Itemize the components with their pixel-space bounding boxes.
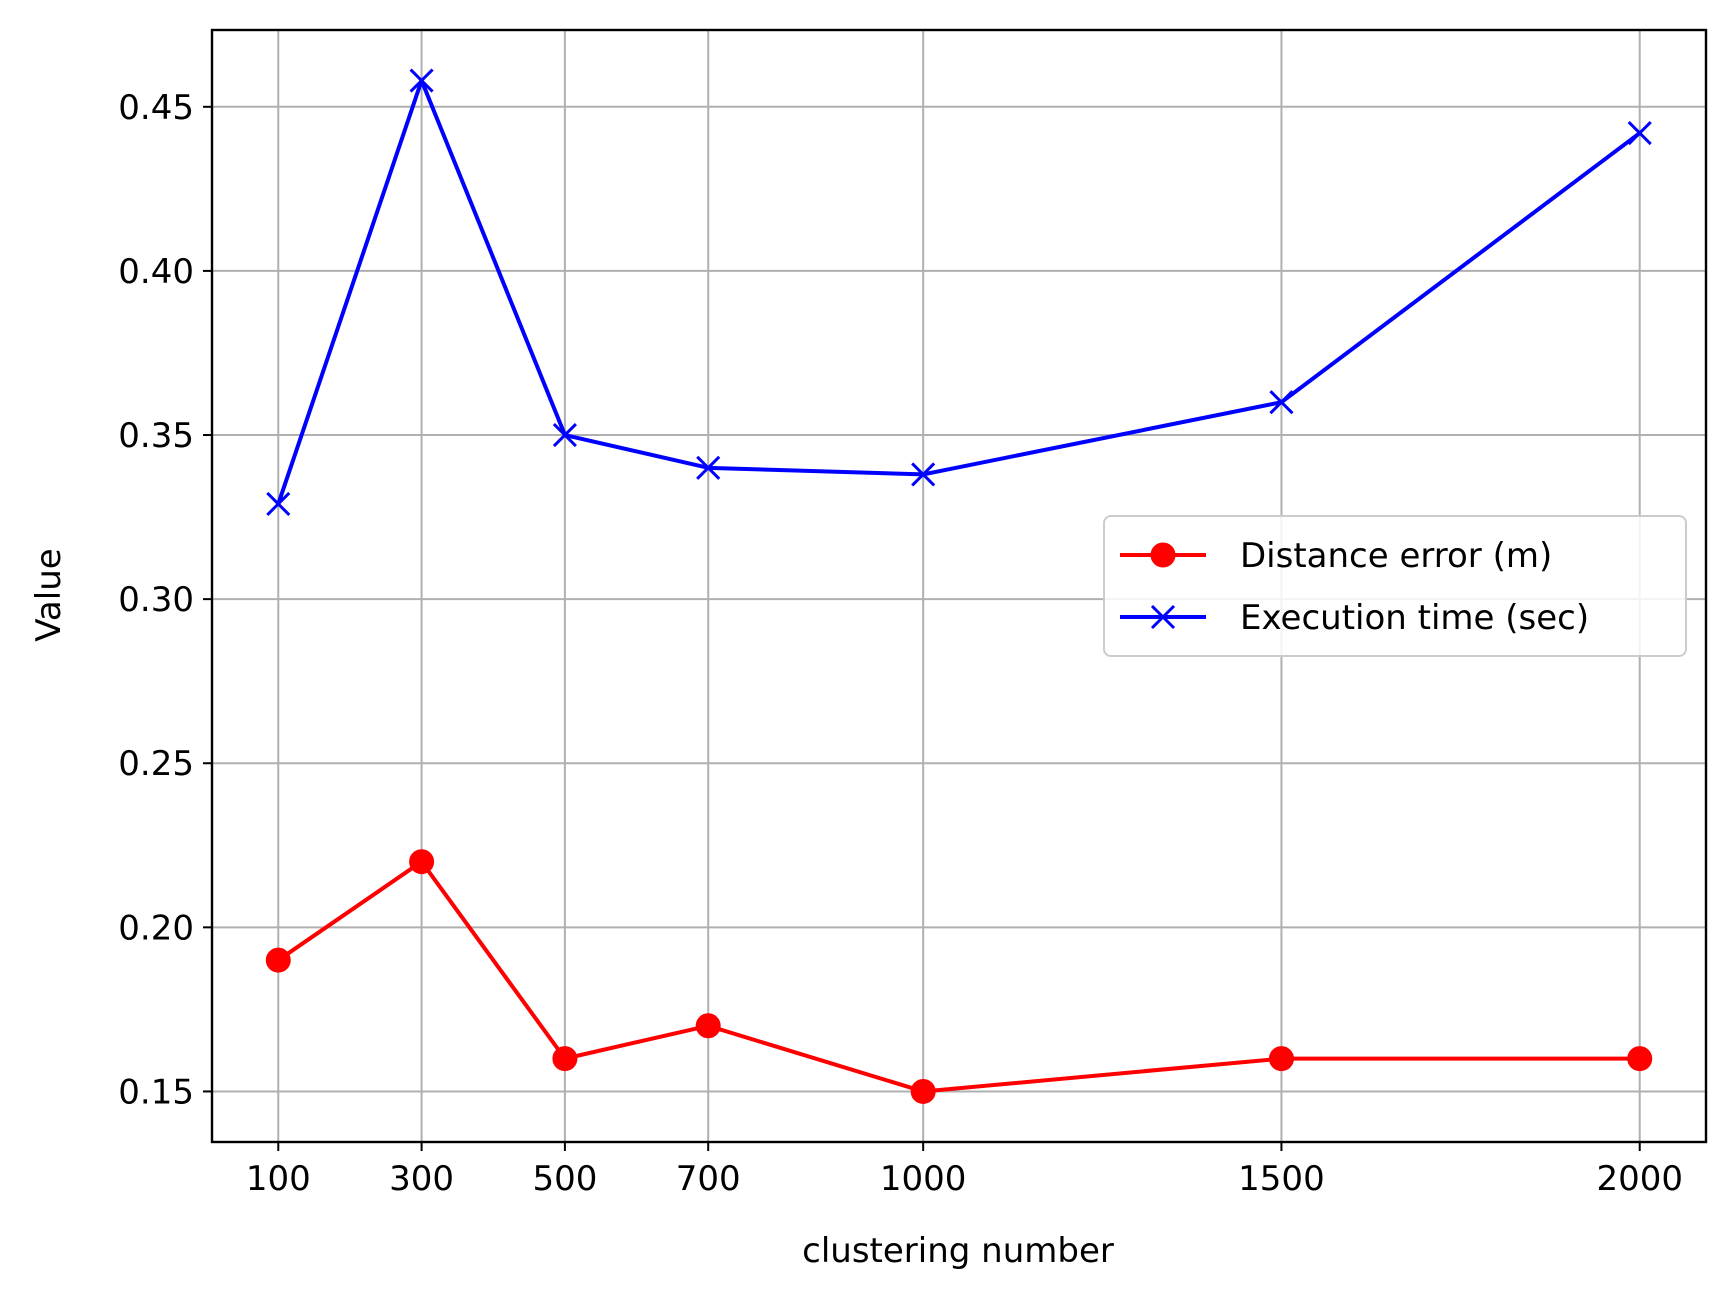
- data-point: [696, 455, 721, 480]
- y-tick-label: 0.35: [118, 416, 194, 456]
- legend-entry: Distance error (m): [1120, 536, 1552, 576]
- series-execution-time: [266, 68, 1652, 517]
- x-tick-label: 1000: [880, 1159, 967, 1199]
- data-point: [552, 1046, 578, 1072]
- x-tick-label: 300: [389, 1159, 454, 1199]
- series-distance-error: [265, 849, 1653, 1104]
- data-point: [1268, 1046, 1294, 1072]
- y-axis-title: Value: [29, 548, 69, 641]
- series-layer: [265, 68, 1653, 1104]
- y-tick-label: 0.25: [118, 744, 194, 784]
- data-point: [266, 491, 291, 517]
- y-tick-label: 0.30: [118, 580, 194, 620]
- plot-frame: [210, 28, 1708, 1144]
- data-point: [552, 422, 577, 448]
- legend-box: [1103, 515, 1687, 657]
- data-point: [409, 849, 435, 875]
- x-tick-label: 700: [676, 1159, 741, 1199]
- legend-marker: [1150, 542, 1176, 568]
- y-tick-label: 0.45: [118, 88, 194, 128]
- x-tick-label: 2000: [1596, 1159, 1683, 1199]
- data-point: [409, 68, 434, 93]
- legend-entry: Execution time (sec): [1120, 598, 1589, 638]
- data-point: [1627, 120, 1652, 146]
- data-point: [265, 947, 291, 973]
- x-tick-label: 500: [532, 1159, 597, 1199]
- x-axis-title: clustering number: [802, 1231, 1114, 1271]
- y-tick-label: 0.20: [118, 908, 194, 948]
- legend-label: Distance error (m): [1240, 536, 1552, 576]
- x-tick-label: 1500: [1238, 1159, 1325, 1199]
- legend: Distance error (m) Execution time (sec): [1103, 515, 1687, 657]
- y-tick-label: 0.15: [118, 1072, 194, 1112]
- x-tick-label: 100: [246, 1159, 311, 1199]
- legend-marker: [1150, 604, 1176, 630]
- axes: 100 300 500 700 1000 1500 2000 0.15 0.20 0.25 0.30…: [118, 88, 1683, 1199]
- y-tick-label: 0.40: [118, 252, 194, 292]
- legend-label: Execution time (sec): [1240, 598, 1589, 638]
- data-point: [911, 462, 936, 487]
- data-point: [695, 1013, 721, 1039]
- data-point: [910, 1078, 936, 1104]
- data-point: [1627, 1046, 1653, 1072]
- data-point: [1269, 390, 1294, 415]
